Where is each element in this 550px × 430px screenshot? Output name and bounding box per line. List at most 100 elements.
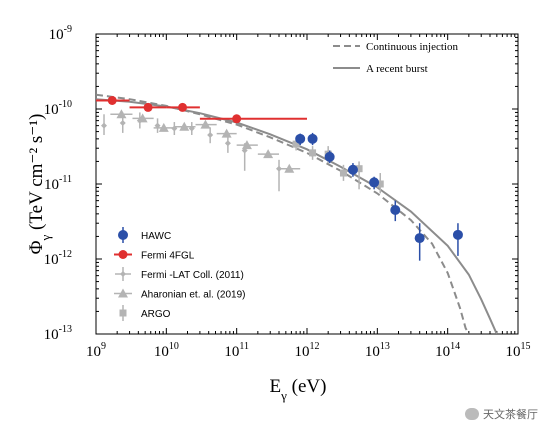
aharonian-2019-point [174, 121, 196, 131]
y-tick-label: 10-12 [44, 249, 72, 268]
hawc-marker [414, 233, 425, 244]
aharonian-2019-point [195, 119, 217, 129]
fermi-lat-2011-point [188, 122, 195, 136]
x-tick-exp: 11 [239, 341, 249, 352]
fermi-4fgl-point [129, 102, 167, 112]
legend-top-label: Continuous injection [366, 41, 458, 53]
model-recent-burst [96, 98, 498, 334]
x-tick-label: 1012 [295, 341, 320, 360]
y-axis-title-main: Φ [26, 240, 47, 254]
x-tick-exp: 14 [450, 341, 460, 352]
aharonian-2019-marker [241, 140, 252, 150]
x-tick-label: 1011 [224, 341, 249, 360]
y-tick-exp: -9 [64, 24, 72, 35]
argo-point [376, 173, 384, 194]
hawc-marker [324, 151, 335, 162]
y-tick-label: 10-10 [44, 99, 72, 118]
argo-point [309, 146, 317, 160]
fermi-lat-2011-point [276, 159, 283, 192]
y-axis-title: Φγ (TeV cm⁻² s⁻¹) [26, 114, 53, 255]
y-tick-base: 10 [44, 177, 59, 193]
y-tick-base: 10 [44, 102, 59, 118]
y-tick-label: 10-9 [49, 24, 72, 43]
argo-marker [292, 140, 300, 148]
aharonian-2019-marker [137, 113, 148, 123]
x-axis-title: Eγ (eV) [270, 376, 327, 403]
x-tick-exp: 9 [101, 341, 106, 352]
argo-marker [339, 169, 347, 177]
x-tick-base: 10 [86, 344, 101, 360]
legend-label: Aharonian et. al. (2019) [141, 290, 246, 301]
wechat-icon [465, 408, 479, 420]
y-tick-exp: -12 [59, 249, 72, 260]
x-tick-label: 1010 [154, 341, 179, 360]
legend-hawc-marker [118, 230, 128, 240]
legend-item: Fermi 4FGL [114, 250, 195, 262]
hawc-marker [452, 229, 463, 240]
hawc-marker [369, 177, 380, 188]
hawc-point [452, 223, 463, 256]
data-points [96, 95, 463, 261]
x-tick-exp: 12 [310, 341, 320, 352]
aharonian-2019-point [153, 122, 175, 132]
aharonian-2019-point [257, 149, 280, 159]
hawc-marker [307, 133, 318, 144]
y-tick-base: 10 [44, 327, 59, 343]
legend-item: HAWC [118, 227, 171, 243]
x-tick-label: 109 [86, 341, 106, 360]
argo-point [339, 164, 347, 181]
hawc-marker [295, 133, 306, 144]
x-tick-label: 1015 [506, 341, 531, 360]
legend-argo-marker [119, 309, 127, 317]
x-tick-exp: 13 [380, 341, 390, 352]
hawc-point [390, 200, 401, 222]
legend-bottom: HAWC Fermi 4FGL Fermi -LAT Coll. (2011) Aha… [114, 227, 246, 321]
y-tick-base: 10 [49, 27, 64, 43]
fermi-lat-2011-marker [119, 120, 126, 127]
aharonian-2019-marker [116, 109, 127, 119]
hawc-point [347, 163, 358, 177]
x-tick-exp: 15 [521, 341, 531, 352]
x-tick-base: 10 [154, 344, 169, 360]
watermark: 天文茶餐厅 [465, 406, 538, 422]
axis-ticks: 109 1010 1011 1012 1013 1014 101510-1310-1210-… [44, 24, 531, 360]
hawc-point [324, 150, 335, 164]
fermi-4fgl-marker [107, 95, 117, 105]
watermark-text: 天文茶餐厅 [483, 408, 538, 421]
argo-marker [376, 180, 384, 188]
legend-top: Continuous injection A recent burst [333, 41, 458, 75]
aharonian-2019-point [279, 163, 301, 173]
legend-item: ARGO [119, 305, 171, 321]
legend-top-label: A recent burst [366, 63, 428, 75]
fermi-4fgl-point [199, 114, 307, 124]
x-tick-base: 10 [365, 344, 380, 360]
y-tick-exp: -10 [59, 99, 72, 110]
y-axis-title-unit: (TeV cm⁻² s⁻¹) [26, 114, 47, 235]
hawc-point [307, 132, 318, 146]
aharonian-2019-marker [221, 128, 232, 138]
legend-item: Aharonian et. al. (2019) [114, 288, 246, 301]
aharonian-2019-point [236, 140, 258, 150]
aharonian-2019-point [216, 128, 237, 138]
aharonian-2019-marker [263, 149, 274, 159]
legend-aharonian-marker [118, 288, 128, 298]
x-tick-exp: 10 [169, 341, 179, 352]
hawc-point [369, 176, 380, 190]
y-tick-label: 10-11 [44, 174, 72, 193]
x-tick-label: 1013 [365, 341, 390, 360]
aharonian-2019-marker [284, 163, 295, 173]
aharonian-2019-marker [200, 119, 211, 129]
fermi-4fgl-marker [143, 102, 153, 112]
y-axis-title-sub: γ [38, 234, 53, 241]
x-tick-base: 10 [435, 344, 450, 360]
legend-fermi4fgl-marker [118, 250, 128, 259]
argo-marker [309, 149, 317, 157]
fermi-lat-2011-marker [101, 122, 108, 129]
fermi-4fgl-marker [178, 102, 188, 112]
x-tick-base: 10 [295, 344, 310, 360]
x-tick-base: 10 [506, 344, 521, 360]
aharonian-2019-point [132, 113, 154, 123]
fermi-lat-2011-marker [224, 140, 231, 147]
fermi-4fgl-point [166, 102, 200, 112]
